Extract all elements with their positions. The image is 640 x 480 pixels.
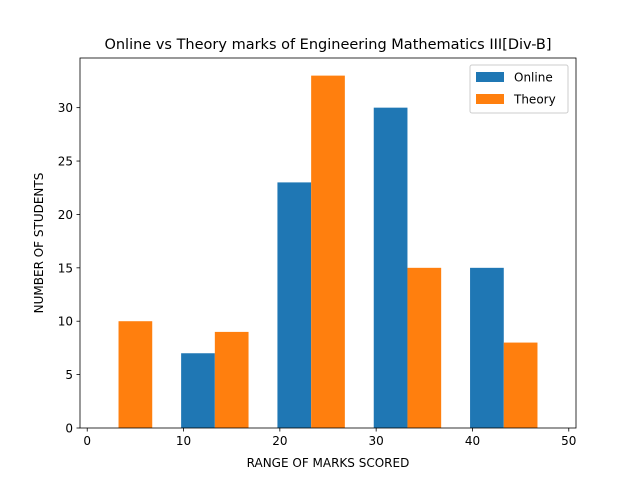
- x-tick-label-5: 50: [561, 434, 576, 448]
- legend: Online Theory: [469, 64, 569, 114]
- bar-theory-0: [118, 321, 153, 428]
- y-tick-label-3: 15: [58, 261, 73, 275]
- y-ticks-group: 0 5 10 15 20 25 30: [58, 101, 80, 436]
- x-ticks-group: 0 10 20 30 40 50: [83, 428, 576, 448]
- bar-theory-2: [311, 75, 345, 428]
- chart-title: Online vs Theory marks of Engineering Ma…: [104, 37, 551, 53]
- bar-theory-3: [407, 267, 442, 428]
- y-tick-label-2: 10: [58, 315, 73, 329]
- x-tick-label-4: 40: [465, 434, 480, 448]
- y-tick-label-1: 5: [65, 368, 73, 382]
- y-tick-label-6: 30: [58, 101, 73, 115]
- x-tick-label-3: 30: [369, 434, 384, 448]
- x-tick-label-1: 10: [176, 434, 191, 448]
- axes-frame: [79, 57, 577, 429]
- bars-group: [118, 75, 538, 428]
- bar-theory-1: [214, 331, 249, 428]
- bar-online-2: [373, 107, 408, 428]
- x-axis-label: RANGE OF MARKS SCORED: [247, 456, 410, 470]
- legend-label-online: Online: [514, 71, 553, 85]
- x-tick-label-2: 20: [272, 434, 287, 448]
- y-tick-label-5: 25: [58, 155, 73, 169]
- y-tick-label-4: 20: [58, 208, 73, 222]
- axes-group: [79, 57, 577, 429]
- bar-online-0: [181, 353, 215, 428]
- bar-online-3: [470, 267, 504, 428]
- y-axis-label: NUMBER OF STUDENTS: [32, 173, 46, 314]
- bar-theory-4: [503, 342, 538, 428]
- legend-swatch-online: [476, 72, 504, 82]
- x-tick-label-0: 0: [83, 434, 91, 448]
- y-tick-label-0: 0: [65, 422, 73, 436]
- legend-label-theory: Theory: [513, 93, 556, 107]
- bar-online-1: [277, 182, 312, 428]
- legend-swatch-theory: [476, 94, 504, 104]
